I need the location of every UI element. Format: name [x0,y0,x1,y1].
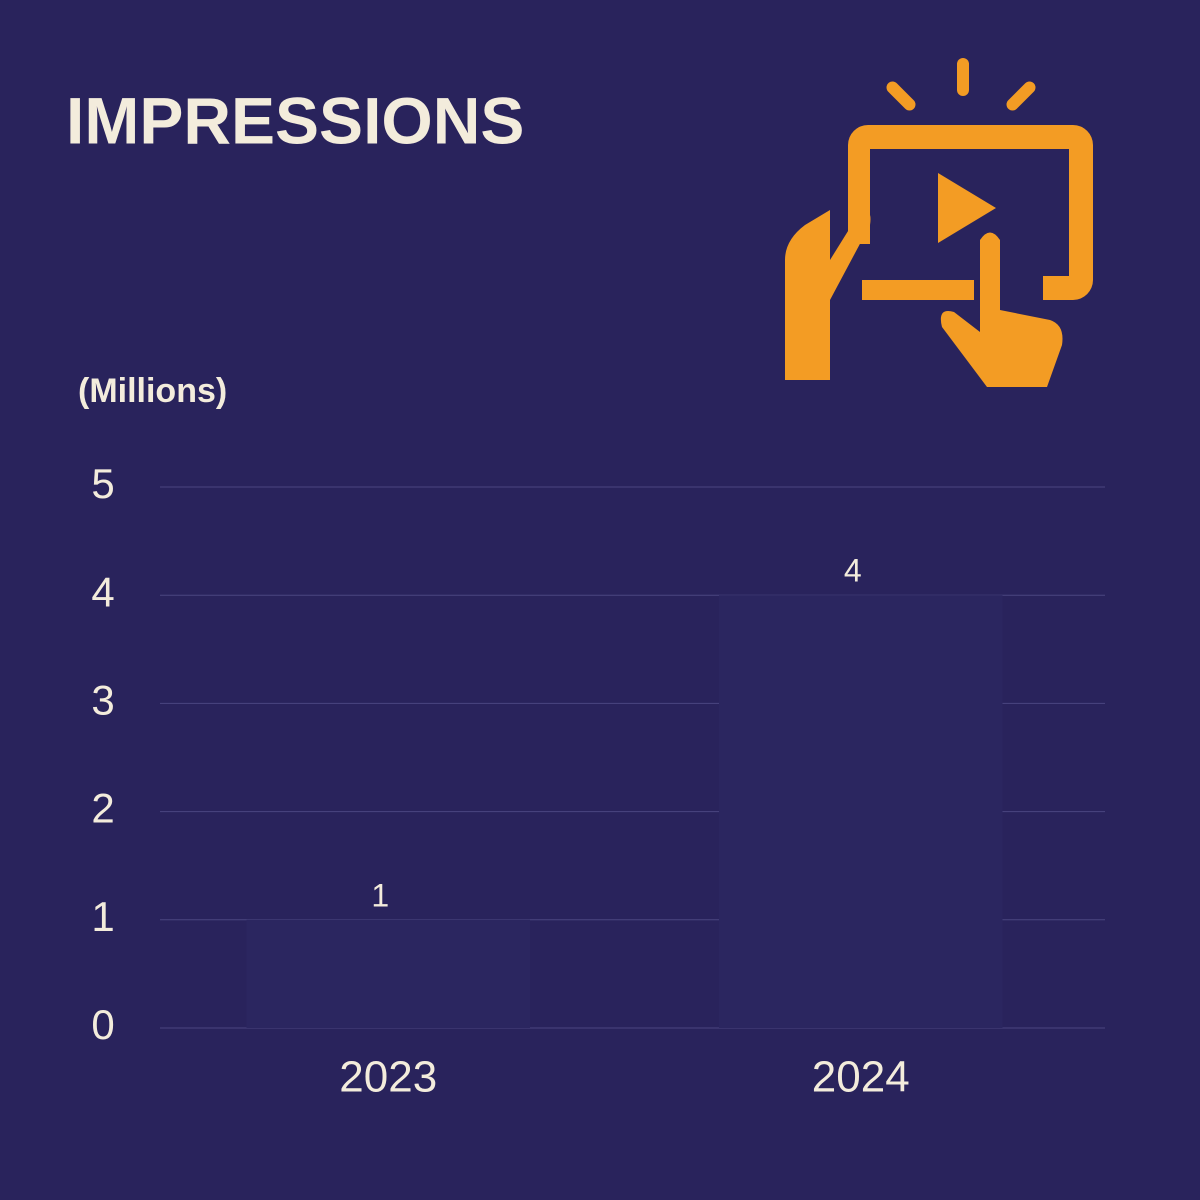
y-tick-label: 0 [91,1001,114,1048]
y-tick-label: 2 [91,785,114,832]
y-tick-label: 1 [91,893,114,940]
chart-title: IMPRESSIONS [66,83,524,157]
y-tick-label: 3 [91,676,114,723]
y-tick-label: 4 [91,568,114,615]
bar [719,595,1003,1028]
y-axis-label: (Millions) [78,372,227,410]
icon [785,58,1093,387]
value-label: 4 [844,553,862,589]
bar [246,919,530,1028]
y-tick-label: 5 [91,460,114,507]
value-label: 1 [371,877,389,913]
x-tick-label: 2023 [339,1053,437,1102]
x-tick-label: 2024 [812,1053,910,1102]
